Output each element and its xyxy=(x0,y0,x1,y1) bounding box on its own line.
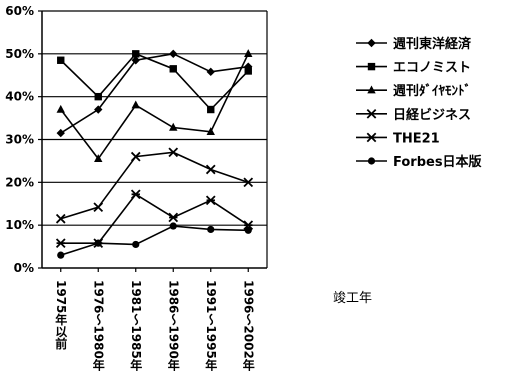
data-point xyxy=(57,251,65,259)
marker-stroke xyxy=(93,202,104,213)
gridlines xyxy=(42,10,267,226)
data-point xyxy=(55,238,66,248)
data-point xyxy=(244,49,253,58)
x-tick-label: 1991～1995年 xyxy=(204,280,218,371)
legend-label: Forbes日本版 xyxy=(393,154,482,170)
y-tick-label: 0% xyxy=(14,261,34,275)
data-point xyxy=(93,202,104,213)
data-point xyxy=(169,49,178,59)
marker-stroke xyxy=(243,177,254,188)
data-point xyxy=(244,67,252,75)
data-point xyxy=(244,62,253,71)
legend-marker xyxy=(367,38,376,48)
data-point xyxy=(94,92,102,101)
legend-item: エコノミスト xyxy=(356,61,471,76)
data-point xyxy=(94,105,103,114)
x-tick-label: 1996～2002年 xyxy=(241,280,255,371)
legend-label: エコノミスト xyxy=(393,61,471,76)
y-tick-label: 40% xyxy=(5,90,34,104)
legend-label: 日経ビジネス xyxy=(393,107,471,123)
series-1 xyxy=(57,50,252,114)
data-point xyxy=(55,213,66,224)
data-point xyxy=(169,122,178,131)
legend-item: 日経ビジネス xyxy=(356,107,471,123)
series-line xyxy=(60,193,249,244)
x-tick-label: 1981～1985年 xyxy=(129,280,143,371)
legend-marker xyxy=(367,85,376,94)
data-point xyxy=(206,127,215,135)
marker-stroke xyxy=(55,213,66,224)
data-point xyxy=(132,50,140,58)
data-point xyxy=(131,56,140,65)
y-tick-label: 10% xyxy=(5,218,34,232)
legend-marker xyxy=(367,62,376,71)
y-tick-label: 20% xyxy=(5,175,34,189)
series-5 xyxy=(57,222,252,259)
x-axis-ticks: 1975年以前 1976～1980年 1981～1985年 1986～1990年 199… xyxy=(54,268,255,371)
legend-item: 週刊ﾀﾞｲﾔﾓﾝﾄﾞ xyxy=(356,83,471,99)
data-point xyxy=(169,222,177,230)
series-line xyxy=(60,53,249,161)
legend-marker xyxy=(366,108,377,119)
data-point xyxy=(205,195,216,206)
data-point xyxy=(56,104,65,113)
data-point xyxy=(94,239,102,247)
data-point xyxy=(206,67,215,77)
data-point xyxy=(169,65,177,73)
data-point xyxy=(57,56,65,64)
data-point xyxy=(130,151,141,162)
data-point xyxy=(132,240,140,249)
legend-marker xyxy=(367,157,376,165)
data-point xyxy=(244,226,252,234)
x-tick-label: 1975年以前 xyxy=(54,280,68,350)
legend-item: 週刊東洋経済 xyxy=(356,36,472,52)
legend-item: THE21 xyxy=(356,131,440,146)
legend-item: Forbes日本版 xyxy=(356,154,482,170)
y-tick-label: 50% xyxy=(5,47,34,61)
series-line xyxy=(60,53,249,134)
data-point xyxy=(207,105,215,114)
marker-stroke xyxy=(130,151,141,162)
y-tick-label: 60% xyxy=(5,4,34,18)
legend-label: 週刊ﾀﾞｲﾔﾓﾝﾄﾞ xyxy=(393,83,471,99)
series-line xyxy=(60,151,249,220)
series-line xyxy=(60,225,249,256)
legend-label: THE21 xyxy=(393,131,440,146)
data-point xyxy=(56,128,65,138)
series-line xyxy=(60,52,249,111)
x-tick-label: 1986～1990年 xyxy=(166,280,180,371)
series-4 xyxy=(55,189,254,248)
data-point xyxy=(168,147,179,158)
x-axis-label: 竣工年 xyxy=(333,291,372,306)
series-3 xyxy=(55,147,254,224)
legend-marker xyxy=(366,132,377,143)
data-point xyxy=(243,177,254,188)
legend-label: 週刊東洋経済 xyxy=(393,36,472,52)
y-tick-label: 30% xyxy=(5,133,34,147)
data-point xyxy=(131,100,140,109)
data-point xyxy=(243,220,254,231)
marker-stroke xyxy=(205,164,216,175)
data-point xyxy=(94,154,103,162)
x-tick-label: 1976～1980年 xyxy=(91,280,105,371)
marker-stroke xyxy=(168,147,179,158)
series-0 xyxy=(56,49,253,138)
y-axis-ticks: 0% 10% 20% 30% 40% 50% 60% xyxy=(5,4,42,275)
marker-stroke xyxy=(366,108,377,119)
data-point xyxy=(207,225,215,234)
data-point xyxy=(168,212,179,223)
data-point xyxy=(130,189,141,200)
data-point xyxy=(205,164,216,175)
series-group xyxy=(55,49,254,259)
series-2 xyxy=(56,49,253,162)
